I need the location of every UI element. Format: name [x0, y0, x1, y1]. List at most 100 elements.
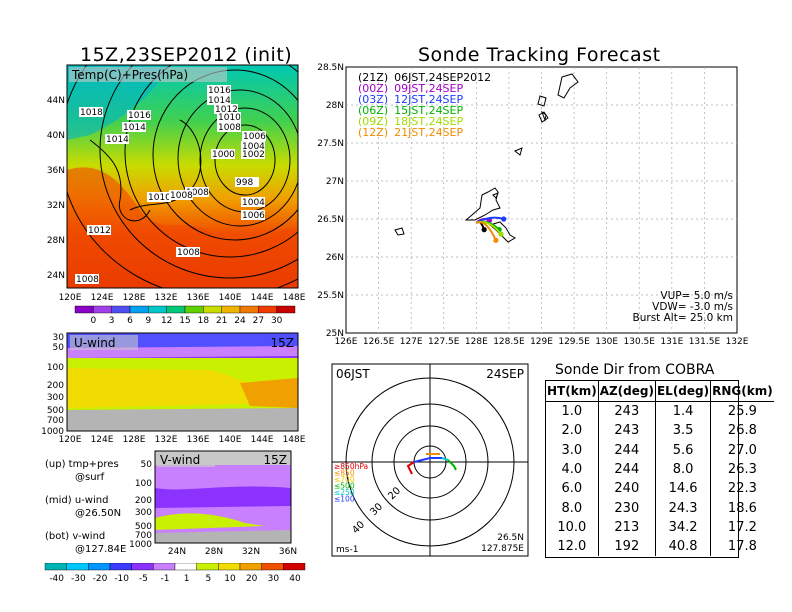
isobar-label: 998: [236, 178, 253, 188]
temp-lat-label: 32N: [47, 201, 65, 211]
uwind-lon-label: 136E: [187, 435, 210, 445]
temp-colorbar-tick: 9: [145, 316, 151, 325]
temp-colorbar-swatch: [129, 305, 149, 314]
wind-colorbar-swatch: [283, 563, 306, 571]
track-param: VUP= 5.0 m/s: [660, 290, 733, 302]
isobar-label: 1008: [177, 248, 200, 258]
wind-colorbar: -40 -30 -20 -10 -5 -1 1 5 10 20 30 40: [44, 563, 306, 584]
note-mid-a: (mid) u-wind: [45, 495, 109, 506]
isobar-label: 1016: [128, 111, 151, 121]
track-lon-label: 130E: [595, 337, 618, 347]
vwind-lat-label: 36N: [279, 547, 297, 557]
uwind-pressure-label: 300: [47, 393, 64, 403]
temp-lat-label: 36N: [47, 166, 65, 176]
isobar-label: 1004: [242, 198, 265, 208]
track-lon-label: 131.5E: [689, 337, 721, 347]
isobar-label: 1000: [212, 150, 235, 160]
vwind-pressure-label: 50: [141, 460, 153, 470]
track-legend-text: 09JST,24SEP: [394, 82, 463, 95]
table-cell: 1.4: [655, 401, 712, 422]
uwind-pressure-label: 30: [53, 333, 65, 343]
uwind-lon-label: 128E: [123, 435, 146, 445]
table-cell: 18.6: [727, 500, 757, 516]
sonde-dir-title: Sonde Dir from COBRA: [555, 362, 715, 378]
temp-lon-label: 136E: [187, 293, 210, 303]
track-lat-label: 27N: [326, 177, 344, 187]
track-legend-text: 15JST,24SEP: [394, 104, 463, 117]
temp-colorbar-swatch: [166, 305, 186, 314]
temp-colorbar-tick: 15: [179, 316, 190, 325]
vwind-pressure-label: 1000: [129, 540, 152, 550]
panel-notes: (up) tmp+pres @surf (mid) u-wind @26.50N (…: [45, 458, 126, 556]
table-cell: 34.2: [655, 517, 712, 538]
vwind-lat-label: 32N: [242, 547, 260, 557]
temp-lon-label: 128E: [123, 293, 146, 303]
uwind-lon-label: 124E: [91, 435, 114, 445]
isobar-label: 1012: [215, 105, 238, 115]
table-cell: 8.0: [546, 498, 599, 518]
temp-lon-label: 124E: [91, 293, 114, 303]
uwind-lon-label: 148E: [283, 435, 306, 445]
track-param: VDW= -3.0 m/s: [652, 301, 733, 313]
track-lat-label: 28.5N: [317, 63, 344, 73]
wind-colorbar-swatch: [261, 563, 284, 571]
track-legend-code: (09Z): [358, 115, 388, 128]
temp-lat-label: 44N: [47, 96, 65, 106]
table-cell: 5.6: [655, 440, 712, 460]
polar-alt-legend-item: ≤500: [334, 482, 355, 491]
table-cell: 14.6: [655, 479, 712, 499]
track-lon-label: 127E: [400, 337, 423, 347]
track-lon-label: 131E: [660, 337, 683, 347]
track-lat-label: 28N: [326, 101, 344, 111]
table-row: 1.0 243 1.4 25.9: [546, 401, 774, 422]
wind-colorbar-tick: 5: [205, 574, 211, 584]
track-legend-text: 12JST,24SEP: [394, 93, 463, 106]
uwind-pressure-label: 500: [47, 406, 64, 416]
temp-lat-label: 24N: [47, 271, 65, 281]
wind-colorbar-swatch: [239, 563, 262, 571]
polar-loc-lat: 26.5N: [497, 533, 524, 543]
table-cell: 244: [598, 440, 656, 460]
temp-lon-label: 148E: [283, 293, 306, 303]
track-legend-item: (21Z) 06JST,24SEP2012: [358, 71, 491, 84]
table-cell: 1.0: [546, 401, 599, 422]
table-row: 10.0 213 34.2 17.2: [546, 517, 774, 538]
vwind-pressure-label: 300: [135, 508, 152, 518]
sonde-dir-header: HT(km): [546, 381, 599, 402]
sonde-landing-point: [493, 237, 499, 243]
temp-colorbar-tick: 3: [109, 316, 115, 325]
table-cell: 17.2: [727, 519, 757, 535]
track-legend-item: (12Z) 21JST,24SEP: [358, 126, 463, 139]
polar-scale-label: ms-1: [336, 545, 358, 555]
temp-colorbar-tick: 21: [216, 316, 227, 325]
uwind-pressure-label: 1000: [41, 427, 64, 437]
note-bot: (bot) v-wind @127.84E: [45, 530, 126, 556]
polar-alt-legend-item: ≤250: [334, 488, 355, 497]
temp-lat-label: 28N: [47, 236, 65, 246]
temp-colorbar-swatch: [184, 305, 204, 314]
polar-time: 06JST: [336, 367, 370, 381]
track-legend-code: (06Z): [358, 104, 388, 117]
temp-colorbar-tick: 18: [198, 316, 210, 325]
wind-colorbar-swatch: [153, 563, 176, 571]
uwind-label: U-wind: [74, 336, 115, 350]
temp-colorbar-tick: 24: [234, 316, 246, 325]
table-cell: 25.9: [727, 404, 757, 420]
table-row: 3.0 244 5.6 27.0: [546, 440, 774, 460]
wind-colorbar-tick: -30: [71, 574, 86, 584]
track-lon-label: 129E: [530, 337, 553, 347]
vwind-label: V-wind: [160, 453, 200, 467]
table-cell: 12.0: [546, 537, 599, 557]
wind-colorbar-swatch: [88, 563, 111, 571]
track-lat-label: 26.5N: [317, 215, 344, 225]
sonde-landing-point: [481, 227, 487, 233]
sonde-dir-header: EL(deg): [655, 381, 712, 402]
track-lat-label: 26N: [326, 253, 344, 263]
note-up-a: (up) tmp+pres: [45, 459, 119, 470]
track-lon-label: 127.5E: [428, 337, 460, 347]
isobar-label: 1014: [208, 96, 231, 106]
wind-colorbar-swatch: [66, 563, 89, 571]
table-cell: 22.3: [727, 481, 757, 497]
table-cell: 243: [598, 421, 656, 441]
